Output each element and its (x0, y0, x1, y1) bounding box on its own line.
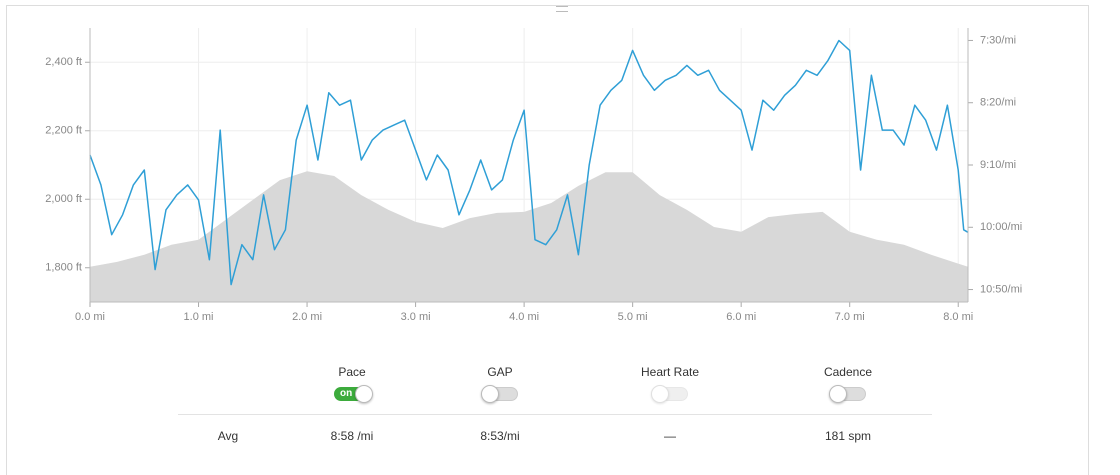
elevation-area (90, 171, 968, 302)
stats-label: Avg (217, 429, 239, 443)
y2-tick-label: 8:20/mi (980, 97, 1016, 109)
toggle (651, 385, 688, 403)
x-tick-label: 5.0 mi (618, 311, 648, 323)
y-tick-label: 2,000 ft (45, 193, 82, 205)
y2-tick-label: 10:00/mi (980, 221, 1022, 233)
toggle-label: Cadence (823, 365, 873, 379)
x-tick-label: 3.0 mi (401, 311, 431, 323)
resize-handle[interactable] (556, 6, 568, 12)
toggle-state: on (340, 388, 353, 399)
separator (178, 414, 932, 415)
x-tick-label: 2.0 mi (292, 311, 322, 323)
y-tick-label: 1,800 ft (45, 262, 82, 274)
chart: 1,800 ft 2,000 ft 2,200 ft 2,400 ft 0.0 mi 1.… (45, 28, 1022, 323)
toggle[interactable] (829, 385, 866, 403)
y2-tick-label: 9:10/mi (980, 159, 1016, 171)
y2-tick-label: 7:30/mi (980, 34, 1016, 46)
stat-value: 8:58 /mi (330, 429, 374, 443)
x-tick-label: 8.0 mi (943, 311, 973, 323)
stat-value: — (664, 429, 676, 443)
panel (6, 5, 1089, 475)
toggle-knob (355, 385, 373, 403)
pace-line (89, 39, 969, 286)
stat-value: 181 spm (824, 429, 872, 443)
x-tick-label: 1.0 mi (184, 311, 214, 323)
toggle-label: Heart Rate (640, 365, 700, 379)
stat-value: 8:53/mi (480, 429, 520, 443)
x-tick-label: 7.0 mi (835, 311, 865, 323)
toggle-label: Pace (338, 365, 366, 379)
page: {"chart_data": {"type": "line", "xlim": … (6, 5, 1089, 475)
toggle-knob (651, 385, 669, 403)
toggle-label: GAP (487, 365, 513, 379)
toggle[interactable]: on (334, 385, 373, 403)
y2-tick-label: 10:50/mi (980, 283, 1022, 295)
toggle[interactable] (481, 385, 518, 403)
y-tick-label: 2,400 ft (45, 56, 82, 68)
toggle-knob (829, 385, 847, 403)
x-tick-label: 0.0 mi (75, 311, 105, 323)
x-tick-label: 6.0 mi (726, 311, 756, 323)
toggle-knob (481, 385, 499, 403)
x-tick-label: 4.0 mi (509, 311, 539, 323)
y-tick-label: 2,200 ft (45, 125, 82, 137)
